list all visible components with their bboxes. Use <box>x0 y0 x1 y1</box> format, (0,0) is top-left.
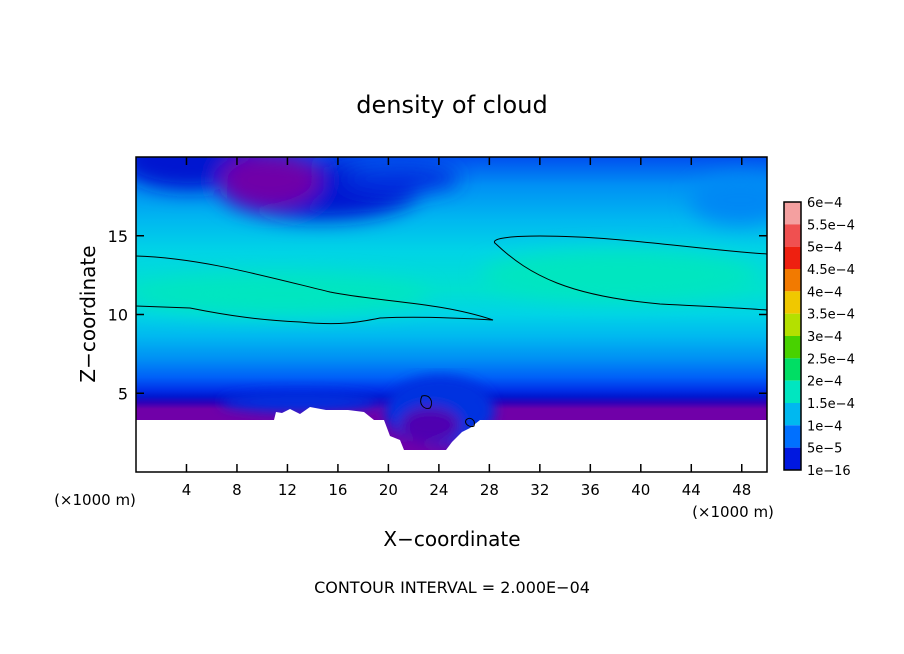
colorbar-label: 2e−4 <box>807 375 842 390</box>
colorbar-swatch <box>784 447 801 470</box>
contour-left <box>136 255 494 325</box>
colorbar-swatch <box>784 358 801 381</box>
colorbar-swatch <box>784 380 801 403</box>
contour-valley-small <box>420 395 433 409</box>
chart-title: density of cloud <box>356 91 547 119</box>
colorbar-label: 1.5e−4 <box>807 397 855 412</box>
x-tick-label: 32 <box>530 481 549 499</box>
x-tick-label: 12 <box>278 481 297 499</box>
colorbar-swatch <box>784 224 801 247</box>
y-unit-label: (×1000 m) <box>54 491 136 509</box>
colorbar-label: 2.5e−4 <box>807 352 855 367</box>
moist-band-left <box>136 275 430 315</box>
contour-interval-note: CONTOUR INTERVAL = 2.000E−04 <box>314 578 590 597</box>
colorbar-label: 6e−4 <box>807 196 842 211</box>
x-axis-label: X−coordinate <box>383 527 520 551</box>
terrain-edge-dryness <box>220 392 380 412</box>
colorbar-frame <box>783 201 802 471</box>
colorbar-swatch <box>784 425 801 448</box>
density-field <box>136 157 767 472</box>
colorbar-swatch <box>784 291 801 314</box>
x-tick-label: 24 <box>429 481 448 499</box>
x-tick-label: 20 <box>379 481 398 499</box>
x-tick-label: 4 <box>182 481 192 499</box>
x-axis: 4 8 12 16 20 24 28 32 36 40 44 48 <box>182 157 751 499</box>
colorbar-label: 5.5e−4 <box>807 218 855 233</box>
colorbar-label: 5e−5 <box>807 442 842 457</box>
x-tick-label: 44 <box>682 481 701 499</box>
colorbar-swatch <box>784 202 801 225</box>
colorbar-label: 1e−4 <box>807 419 842 434</box>
x-tick-label: 48 <box>732 481 751 499</box>
y-axis-label: Z−coordinate <box>76 245 100 382</box>
dry-patch-upper-middle <box>340 163 460 193</box>
x-tick-label: 36 <box>581 481 600 499</box>
y-tick-label: 10 <box>108 306 128 325</box>
colorbar-label: 3e−4 <box>807 330 842 345</box>
colorbar-swatch <box>784 269 801 292</box>
y-axis: 5 10 15 <box>108 227 767 403</box>
valley-dry-core <box>400 407 460 443</box>
x-tick-label: 16 <box>328 481 347 499</box>
colorbar-swatch <box>784 403 801 426</box>
colorbar-swatch <box>784 336 801 359</box>
x-tick-label: 40 <box>631 481 650 499</box>
colorbar-label: 4e−4 <box>807 285 842 300</box>
y-tick-label: 15 <box>108 227 128 246</box>
colorbar-label: 3.5e−4 <box>807 308 855 323</box>
moist-band-right <box>480 250 760 300</box>
colorbar-label: 5e−4 <box>807 241 842 256</box>
colorbar: 6e−4 5.5e−4 5e−4 4.5e−4 4e−4 3.5e−4 3e−4 2.5e−4… <box>783 196 855 479</box>
y-tick-label: 5 <box>118 384 128 403</box>
colorbar-swatch <box>784 246 801 269</box>
dry-patch-right <box>690 175 767 225</box>
colorbar-label: 1e−16 <box>807 464 851 479</box>
x-tick-label: 28 <box>480 481 499 499</box>
colorbar-label: 4.5e−4 <box>807 263 855 278</box>
dry-core-upper-left <box>220 157 320 208</box>
terrain-mask <box>136 407 767 472</box>
x-unit-label: (×1000 m) <box>692 503 774 521</box>
colorbar-swatch <box>784 313 801 336</box>
contour-right <box>494 235 767 311</box>
contour-valley-tiny <box>465 417 475 427</box>
x-tick-label: 8 <box>232 481 242 499</box>
